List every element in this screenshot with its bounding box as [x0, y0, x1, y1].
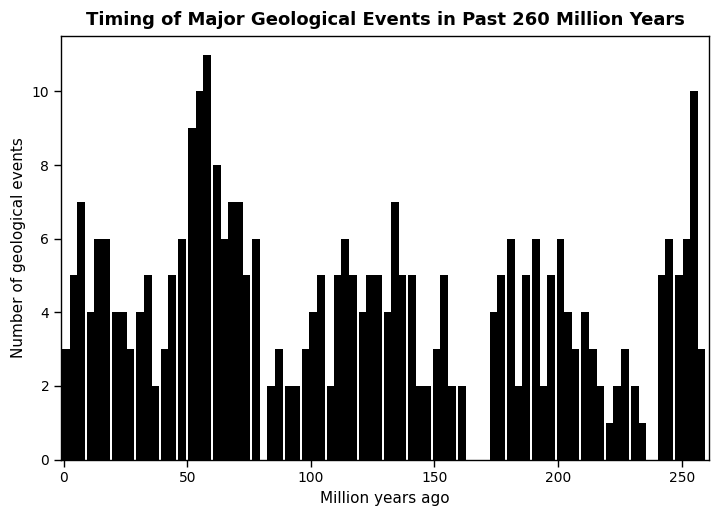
- Bar: [253, 239, 261, 460]
- Bar: [441, 276, 449, 460]
- Bar: [507, 239, 515, 460]
- Bar: [391, 202, 399, 460]
- Bar: [564, 312, 572, 460]
- Bar: [638, 423, 646, 460]
- Bar: [179, 239, 186, 460]
- Bar: [398, 276, 406, 460]
- Bar: [539, 386, 547, 460]
- Bar: [690, 92, 698, 460]
- Bar: [515, 386, 523, 460]
- Bar: [161, 349, 169, 460]
- Bar: [77, 202, 85, 460]
- Bar: [341, 239, 349, 460]
- Bar: [144, 276, 152, 460]
- Bar: [213, 165, 221, 460]
- Bar: [665, 239, 673, 460]
- Bar: [292, 386, 300, 460]
- Bar: [589, 349, 597, 460]
- Bar: [572, 349, 580, 460]
- Bar: [334, 276, 342, 460]
- Bar: [349, 276, 357, 460]
- Bar: [284, 386, 292, 460]
- Bar: [490, 312, 498, 460]
- Bar: [408, 276, 416, 460]
- Bar: [220, 239, 228, 460]
- Bar: [546, 276, 554, 460]
- Bar: [127, 349, 135, 460]
- Bar: [683, 239, 690, 460]
- Bar: [581, 312, 589, 460]
- Bar: [613, 386, 621, 460]
- Bar: [366, 276, 374, 460]
- Title: Timing of Major Geological Events in Past 260 Million Years: Timing of Major Geological Events in Pas…: [86, 11, 685, 29]
- Bar: [317, 276, 325, 460]
- Bar: [94, 239, 102, 460]
- Bar: [458, 386, 466, 460]
- Bar: [415, 386, 423, 460]
- Bar: [196, 92, 204, 460]
- Bar: [606, 423, 614, 460]
- Bar: [532, 239, 540, 460]
- Bar: [384, 312, 392, 460]
- Bar: [203, 55, 211, 460]
- Bar: [168, 276, 176, 460]
- Bar: [112, 312, 120, 460]
- Bar: [498, 276, 505, 460]
- Bar: [70, 276, 78, 460]
- Bar: [327, 386, 335, 460]
- Bar: [235, 202, 243, 460]
- Bar: [374, 276, 382, 460]
- Bar: [448, 386, 456, 460]
- Bar: [267, 386, 275, 460]
- Bar: [557, 239, 564, 460]
- Bar: [87, 312, 95, 460]
- Bar: [423, 386, 431, 460]
- Bar: [136, 312, 144, 460]
- Bar: [102, 239, 109, 460]
- Bar: [243, 276, 251, 460]
- Bar: [62, 349, 70, 460]
- Bar: [522, 276, 530, 460]
- Bar: [188, 128, 196, 460]
- Bar: [698, 349, 706, 460]
- Bar: [596, 386, 604, 460]
- Bar: [359, 312, 366, 460]
- Bar: [621, 349, 629, 460]
- Bar: [658, 276, 666, 460]
- Bar: [228, 202, 235, 460]
- Y-axis label: Number of geological events: Number of geological events: [11, 138, 26, 358]
- Bar: [631, 386, 639, 460]
- Bar: [151, 386, 159, 460]
- Bar: [433, 349, 441, 460]
- X-axis label: Million years ago: Million years ago: [320, 491, 450, 506]
- Bar: [675, 276, 683, 460]
- Bar: [275, 349, 283, 460]
- Bar: [302, 349, 310, 460]
- Bar: [310, 312, 318, 460]
- Bar: [119, 312, 127, 460]
